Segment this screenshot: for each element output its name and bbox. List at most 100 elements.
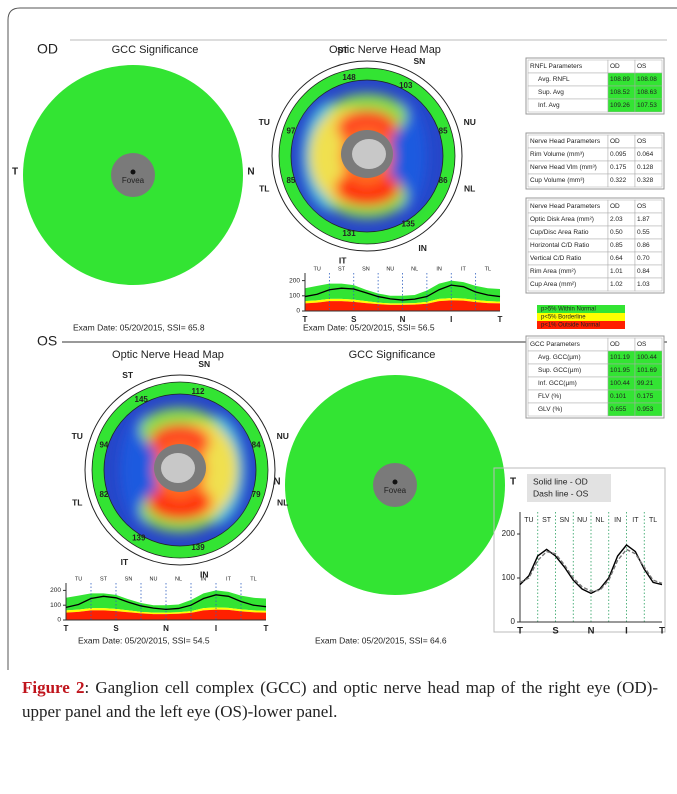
sector-label: IT [632, 517, 639, 524]
sector-label: IT [226, 576, 232, 582]
table-text: Avg. RNFL [538, 76, 570, 83]
x-tick-label: I [450, 315, 452, 324]
sector-label: TU [524, 517, 533, 524]
sector-name: NU [464, 117, 476, 127]
table-text: 109.26 [610, 102, 630, 109]
table-text: 0.128 [637, 164, 654, 171]
legend-text: p>5% Within Normal [541, 307, 596, 313]
sector-value: 148 [342, 73, 356, 82]
sector-label: SN [362, 266, 370, 272]
table-text: OS [637, 138, 647, 145]
sector-label: ST [542, 517, 552, 524]
table-text: Rim Area (mm²) [530, 268, 576, 275]
exam-date: Exam Date: 05/20/2015, SSI= 54.5 [78, 635, 210, 645]
sector-value: 131 [342, 229, 356, 238]
x-tick-label: T [64, 624, 69, 633]
legend-text: p<5% Borderline [541, 315, 586, 321]
y-tick-label: 100 [289, 293, 300, 300]
table-text: 1.02 [610, 281, 623, 288]
caption-text: : Ganglion cell complex (GCC) and optic … [22, 678, 658, 721]
table-text: Inf. Avg [538, 102, 560, 109]
fovea-dot [393, 480, 398, 485]
eye-label: OS [37, 333, 57, 349]
fovea-dot [131, 170, 136, 175]
y-tick-label: 100 [50, 602, 61, 609]
sector-name: SN [413, 56, 425, 66]
eye-label: OD [37, 41, 58, 57]
sector-name: IT [121, 557, 129, 567]
table-text: 0.84 [637, 268, 650, 275]
table-text: Nerve Head Parameters [530, 138, 601, 145]
table-text: OS [637, 63, 647, 70]
sector-label: TL [485, 266, 491, 272]
table-text: 0.095 [610, 151, 627, 158]
sector-label: TU [314, 266, 321, 272]
sector-label: IT [461, 266, 467, 272]
table-text: Nerve Head Parameters [530, 203, 601, 210]
sector-name: NL [464, 184, 475, 194]
sector-name: ST [122, 370, 134, 380]
table-text: 0.86 [637, 242, 650, 249]
sector-value: 103 [399, 81, 413, 90]
y-tick-label: 100 [502, 573, 516, 582]
sector-label: ST [100, 576, 108, 582]
sector-value: 145 [135, 395, 149, 404]
table-text: 1.87 [637, 216, 650, 223]
x-tick-label: T [498, 315, 503, 324]
sector-name: TU [72, 431, 83, 441]
sector-name: ST [337, 45, 349, 55]
table-text: 107.53 [637, 102, 657, 109]
exam-date: Exam Date: 05/20/2015, SSI= 56.5 [303, 322, 435, 332]
x-tick-label: S [552, 626, 558, 637]
table-text: 101.95 [610, 367, 630, 374]
sector-label: NU [150, 576, 158, 582]
x-tick-label: T [264, 624, 269, 633]
x-tick-label: N [400, 315, 406, 324]
table-text: 101.69 [637, 367, 657, 374]
table-text: Cup/Disc Area Ratio [530, 229, 589, 236]
table-text: OS [637, 341, 647, 348]
optic-cup [352, 139, 386, 169]
sector-name: SN [198, 359, 210, 369]
legend-text: Solid line - OD [533, 476, 588, 486]
table-text: 0.64 [610, 255, 623, 262]
sector-name: IN [418, 243, 427, 253]
sector-label: NL [175, 576, 182, 582]
table-text: 1.03 [637, 281, 650, 288]
fovea-disk [111, 153, 155, 197]
table-text: Cup Area (mm²) [530, 281, 576, 288]
sector-value: 139 [132, 534, 146, 543]
sector-value: 85 [286, 176, 295, 185]
sector-label: SN [560, 517, 570, 524]
table-text: 0.175 [637, 393, 654, 400]
sector-value: 85 [439, 126, 448, 135]
sector-value: 135 [402, 220, 416, 229]
table-text: Optic Disk Area (mm²) [530, 216, 594, 223]
table-text: 0.70 [637, 255, 650, 262]
table-text: 99.21 [637, 380, 654, 387]
x-tick-label: I [625, 626, 628, 637]
sector-label: ST [338, 266, 346, 272]
table-text: OD [610, 63, 620, 70]
table-text: OS [637, 203, 647, 210]
table-text: 108.08 [637, 76, 657, 83]
sector-name: TL [72, 498, 82, 508]
table-text: Nerve Head Vlm (mm³) [530, 164, 597, 171]
optic-cup [161, 453, 195, 483]
table-text: 0.101 [610, 393, 627, 400]
y-tick-label: 200 [289, 277, 300, 284]
sector-value: 94 [99, 440, 108, 449]
table-text: Inf. GCC(µm) [538, 380, 577, 387]
table-text: OD [610, 341, 620, 348]
sector-label: TL [250, 576, 256, 582]
page: {"od":{"label":"OD", "gcc":{"title":"GCC… [0, 0, 677, 794]
table-text: 0.655 [610, 406, 627, 413]
table-text: OD [610, 203, 620, 210]
sector-value: 82 [99, 490, 108, 499]
y-tick-label: 0 [296, 308, 300, 315]
map-title: GCC Significance [112, 44, 199, 56]
x-tick-label: S [113, 624, 119, 633]
table-text: 108.89 [610, 76, 630, 83]
table-text: 0.953 [637, 406, 654, 413]
